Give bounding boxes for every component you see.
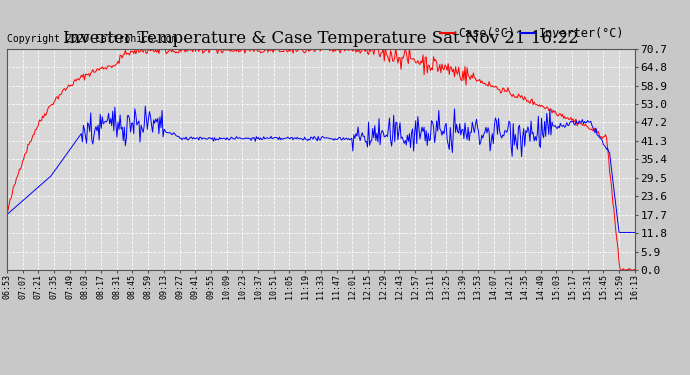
Title: Inverter Temperature & Case Temperature Sat Nov 21 16:22: Inverter Temperature & Case Temperature … [63,30,579,47]
Legend: Case(°C), Inverter(°C): Case(°C), Inverter(°C) [435,22,629,45]
Text: Copyright 2020 Cartronics.com: Copyright 2020 Cartronics.com [7,34,177,44]
